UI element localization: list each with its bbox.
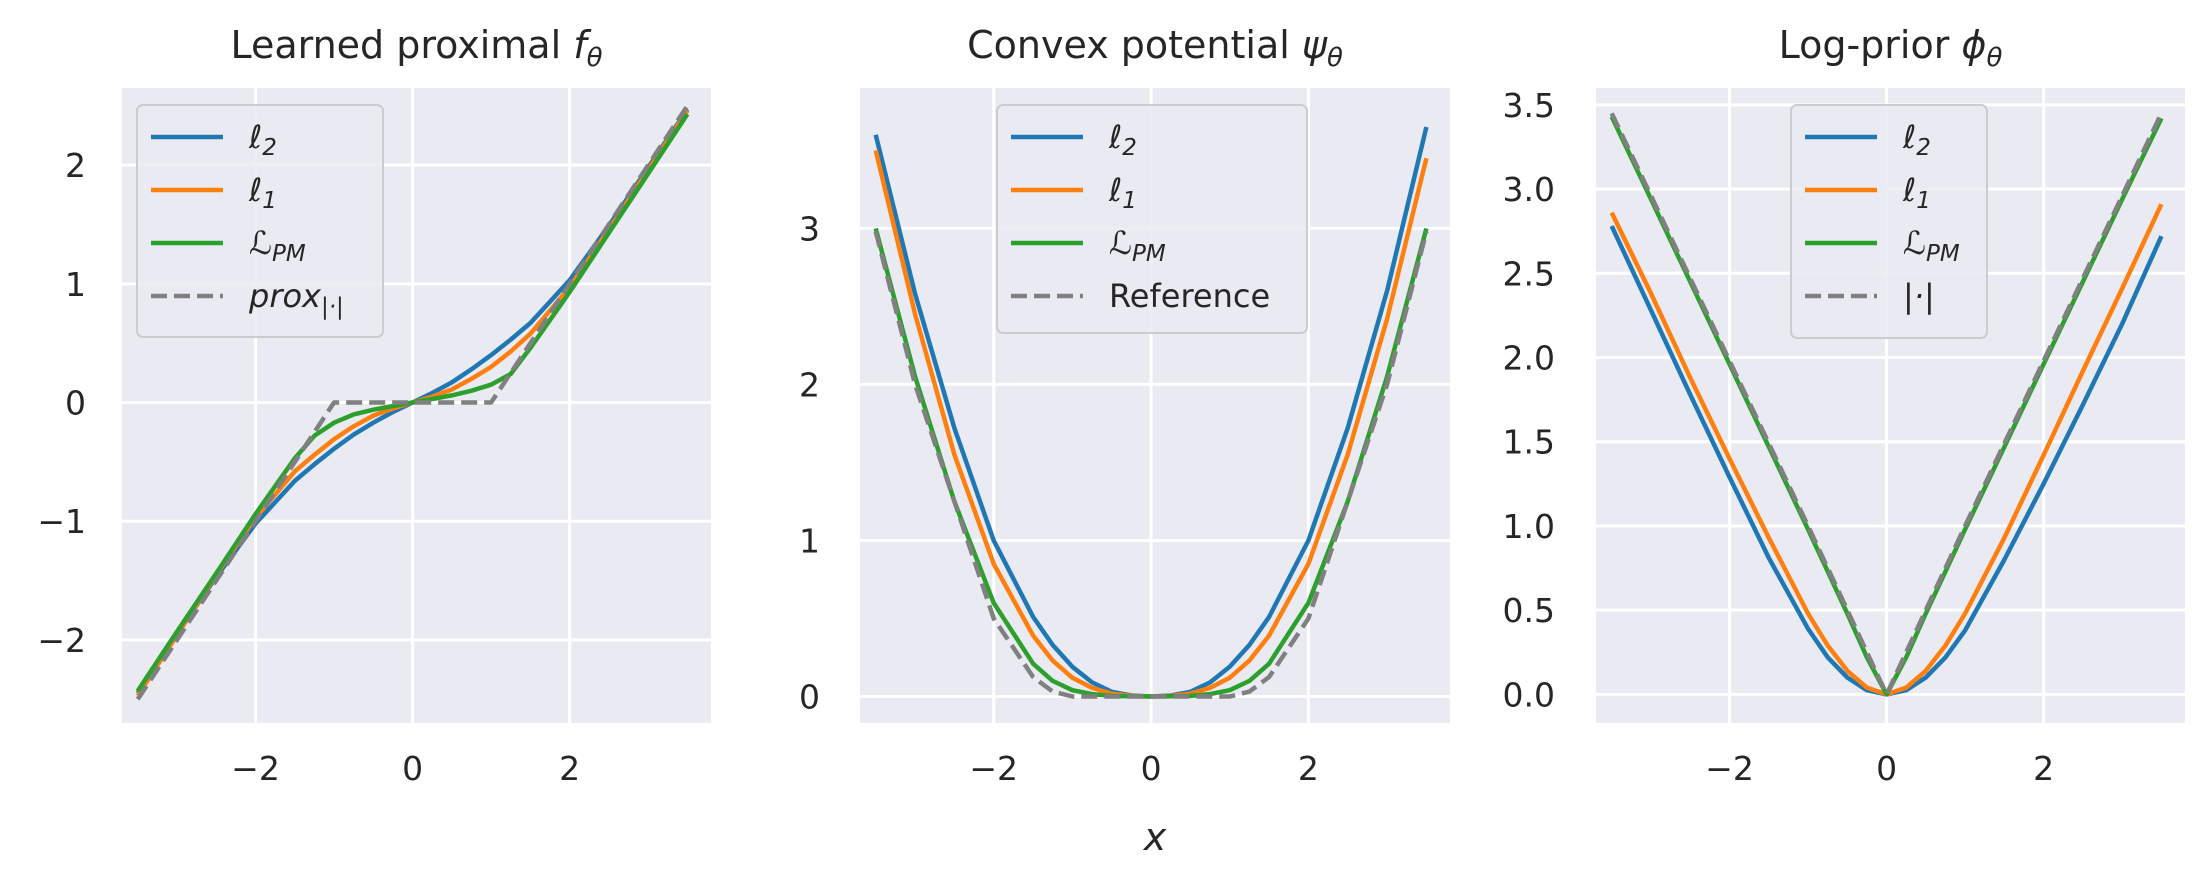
y-tick-label: 2.0 bbox=[1503, 338, 1555, 377]
legend: ℓ2 ℓ1 ℒPM prox|·| bbox=[136, 104, 384, 338]
legend-entry: prox|·| bbox=[248, 277, 344, 320]
x-tick-label: 2 bbox=[2033, 749, 2054, 788]
y-tick-label: 2 bbox=[65, 146, 86, 185]
y-tick-label: 0.0 bbox=[1503, 675, 1555, 714]
y-tick-label: 3.5 bbox=[1503, 86, 1555, 125]
y-tick-label: −2 bbox=[37, 621, 86, 660]
legend-frame bbox=[996, 104, 1308, 334]
legend-entry: ℓ1 bbox=[1902, 171, 1931, 214]
y-tick-label: 3.0 bbox=[1503, 170, 1555, 209]
y-tick-label: 0 bbox=[65, 384, 86, 423]
y-tick-label: 0 bbox=[799, 677, 820, 716]
legend-entry: ℓ2 bbox=[1108, 118, 1137, 161]
x-tick-label: −2 bbox=[231, 749, 280, 788]
x-tick-label: 2 bbox=[559, 749, 580, 788]
legend-entry: ℓ2 bbox=[1902, 118, 1931, 161]
y-tick-label: 2 bbox=[799, 365, 820, 404]
y-tick-label: 1 bbox=[799, 521, 820, 560]
series-line bbox=[873, 230, 1429, 699]
x-axis-label: x bbox=[1143, 815, 1167, 859]
x-tick-label: −2 bbox=[969, 749, 1018, 788]
panel-1: −2 0 2 −2 −1 0 1 2 Learned proximal fθ ℓ2 ℓ1 ℒPM pro… bbox=[37, 23, 711, 788]
legend-entry: ℓ2 bbox=[248, 118, 277, 161]
x-tick-label: 0 bbox=[1876, 749, 1897, 788]
panel-title: Log-prior ϕθ bbox=[1779, 23, 2003, 73]
legend-entry: ℒPM bbox=[1109, 224, 1166, 267]
panel-2: −2 0 2 0 1 2 3 Convex potential ψθ x ℓ2 ℓ1 ℒPM Refer… bbox=[799, 23, 1450, 859]
legend-frame bbox=[1790, 104, 1988, 339]
legend-entry: ℓ1 bbox=[1108, 171, 1137, 214]
legend-frame bbox=[136, 104, 384, 338]
x-tick-label: 2 bbox=[1298, 749, 1319, 788]
y-tick-label: 3 bbox=[799, 209, 820, 248]
y-tick-label: 1.0 bbox=[1503, 507, 1555, 546]
series-line bbox=[135, 104, 690, 701]
panel-title: Convex potential ψθ bbox=[967, 23, 1343, 73]
legend-entry: Reference bbox=[1109, 277, 1270, 315]
y-tick-label: 2.5 bbox=[1503, 254, 1555, 293]
series-line bbox=[135, 112, 690, 693]
y-tick-label: 0.5 bbox=[1503, 591, 1555, 630]
panel-title: Learned proximal fθ bbox=[230, 23, 602, 73]
y-tick-label: −1 bbox=[37, 502, 86, 541]
legend: ℓ2 ℓ1 ℒPM Reference bbox=[996, 104, 1308, 334]
y-tick-label: 1 bbox=[65, 265, 86, 304]
x-tick-label: 0 bbox=[402, 749, 423, 788]
legend: ℓ2 ℓ1 ℒPM |·| bbox=[1790, 104, 1988, 339]
legend-entry: |·| bbox=[1903, 277, 1935, 315]
y-tick-label: 1.5 bbox=[1503, 423, 1555, 462]
x-tick-label: 0 bbox=[1141, 749, 1162, 788]
legend-entry: ℒPM bbox=[249, 224, 306, 267]
panel-3: −2 0 2 0.0 0.5 1.0 1.5 2.0 2.5 3.0 3.5 Log-prior ϕθ… bbox=[1503, 23, 2185, 788]
x-tick-label: −2 bbox=[1705, 749, 1754, 788]
legend-entry: ℒPM bbox=[1903, 224, 1960, 267]
legend-entry: ℓ1 bbox=[248, 171, 277, 214]
